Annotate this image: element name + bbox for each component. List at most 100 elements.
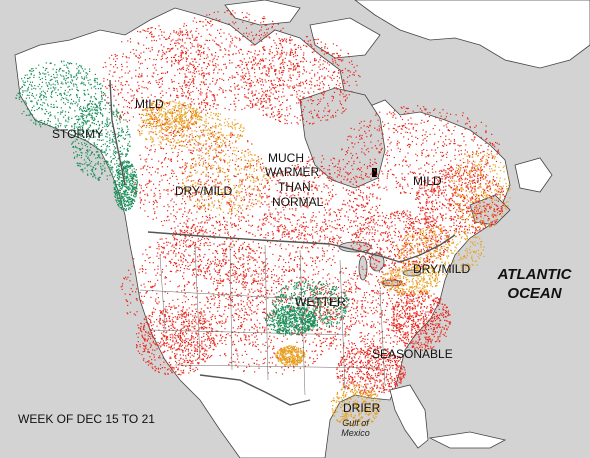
warmer-dot — [149, 246, 151, 248]
warmer-dot — [143, 30, 145, 32]
warmer-dot — [222, 280, 224, 282]
warmer-dot — [439, 213, 441, 215]
warmer-dot — [396, 362, 398, 364]
warmer-dot — [382, 354, 384, 356]
warmer-dot — [118, 80, 120, 82]
warmer-dot — [227, 293, 229, 296]
warmer-dot — [186, 143, 188, 146]
warmer-dot — [403, 325, 405, 327]
warmer-dot — [304, 205, 306, 207]
warmer-dot — [429, 190, 431, 192]
warmer-dot — [450, 170, 452, 172]
warmer-dot — [186, 320, 188, 323]
warmer-dot — [258, 92, 260, 94]
warmer-dot — [220, 325, 223, 327]
warmer-dot — [146, 67, 148, 69]
warmer-dot — [350, 288, 352, 290]
warmer-dot — [260, 29, 262, 31]
warmer-dot — [248, 339, 250, 341]
warmer-dot — [348, 375, 350, 377]
warmer-dot — [421, 150, 423, 152]
warmer-dot — [294, 215, 296, 217]
warmer-dot — [439, 298, 441, 300]
warmer-dot — [333, 239, 335, 241]
warmer-dot — [380, 234, 382, 236]
warmer-dot — [411, 319, 413, 322]
warmer-dot — [314, 338, 316, 340]
warmer-dot — [193, 67, 195, 69]
warmer-dot — [177, 286, 179, 288]
warmer-dot — [316, 197, 319, 199]
warmer-dot — [258, 67, 260, 69]
warmer-dot — [256, 163, 258, 165]
warmer-dot — [367, 383, 369, 385]
warmer-dot — [358, 386, 360, 388]
warmer-dot — [138, 73, 140, 75]
warmer-dot — [270, 80, 272, 82]
warmer-dot — [234, 274, 236, 276]
warmer-dot — [445, 116, 447, 118]
warmer-dot — [311, 84, 313, 86]
warmer-dot — [379, 225, 381, 227]
warmer-dot — [361, 178, 363, 180]
warmer-dot — [302, 83, 305, 85]
warmer-dot — [332, 311, 334, 313]
warmer-dot — [432, 191, 434, 193]
warmer-dot — [153, 192, 155, 194]
warmer-dot — [425, 170, 427, 172]
warmer-dot — [458, 225, 460, 227]
warmer-dot — [347, 174, 349, 176]
warmer-dot — [192, 315, 194, 317]
warmer-dot — [280, 298, 282, 300]
warmer-dot — [479, 179, 482, 181]
warmer-dot — [188, 330, 190, 332]
warmer-dot — [187, 360, 189, 362]
warmer-dot — [316, 266, 318, 268]
warmer-dot — [346, 371, 349, 373]
warmer-dot — [189, 63, 191, 65]
warmer-dot — [316, 104, 318, 106]
warmer-dot — [263, 252, 265, 254]
warmer-dot — [242, 72, 244, 74]
warmer-dot — [334, 237, 336, 239]
warmer-dot — [163, 335, 165, 337]
warmer-dot — [362, 392, 365, 394]
warmer-dot — [455, 231, 457, 233]
warmer-dot — [344, 100, 346, 102]
warmer-dot — [437, 196, 439, 199]
warmer-dot — [276, 77, 278, 79]
warmer-dot — [499, 213, 501, 216]
warmer-dot — [258, 189, 260, 191]
warmer-dot — [231, 212, 233, 215]
warmer-dot — [197, 238, 199, 240]
warmer-dot — [421, 329, 423, 332]
warmer-dot — [144, 193, 146, 196]
warmer-dot — [394, 325, 396, 327]
warmer-dot — [178, 252, 180, 254]
warmer-dot — [379, 215, 381, 217]
warmer-dot — [316, 286, 318, 288]
warmer-dot — [288, 286, 290, 288]
warmer-dot — [212, 231, 215, 234]
warmer-dot — [329, 76, 331, 78]
warmer-dot — [296, 286, 298, 288]
warmer-dot — [184, 286, 186, 288]
warmer-dot — [390, 377, 392, 379]
warmer-dot — [379, 284, 381, 286]
warmer-dot — [480, 136, 482, 139]
warmer-dot — [246, 53, 248, 55]
warmer-dot — [384, 220, 386, 222]
warmer-dot — [365, 241, 367, 244]
warmer-dot — [272, 300, 274, 302]
warmer-dot — [162, 224, 164, 227]
warmer-dot — [262, 284, 264, 286]
warmer-dot — [346, 211, 348, 213]
warmer-dot — [299, 71, 301, 73]
warmer-dot — [261, 300, 263, 302]
warmer-dot — [359, 169, 361, 171]
warmer-dot — [363, 241, 365, 244]
warmer-dot — [471, 192, 473, 194]
warmer-dot — [203, 328, 205, 330]
warmer-dot — [180, 337, 183, 339]
warmer-dot — [158, 35, 160, 37]
